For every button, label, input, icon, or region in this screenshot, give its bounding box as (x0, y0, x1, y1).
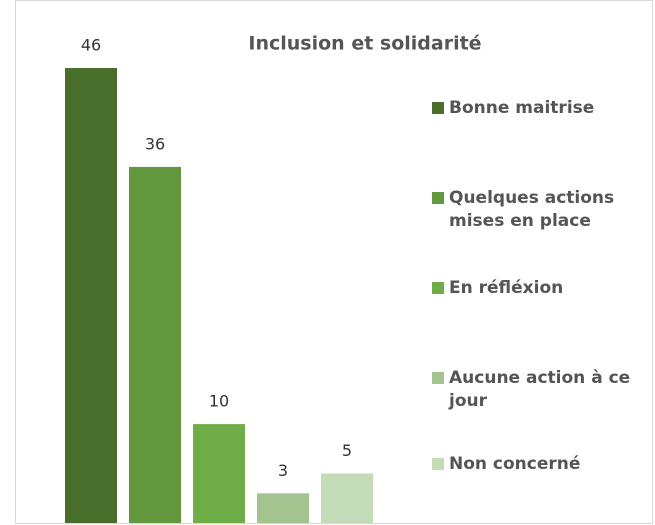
data-label: 3 (278, 461, 288, 480)
data-label: 10 (209, 392, 229, 411)
legend-label: Bonne maitrise (449, 98, 595, 118)
bar (257, 493, 309, 523)
bar (65, 68, 117, 523)
legend-label: Quelques actions mises en place (449, 188, 615, 231)
legend-swatch (432, 192, 444, 204)
legend-swatch (432, 102, 444, 114)
bar (193, 424, 245, 523)
legend-swatch (432, 282, 444, 294)
legend-swatch (432, 372, 444, 384)
legend-item: Quelques actions mises en place (432, 187, 637, 233)
legend-label: Aucune action à ce jour (449, 368, 631, 411)
chart-frame (15, 0, 653, 524)
data-label: 36 (145, 134, 165, 153)
chart-title: Inclusion et solidarité (248, 33, 481, 55)
legend-item: Non concerné (432, 453, 637, 476)
legend-item: Bonne maitrise (432, 97, 637, 120)
legend-item: Aucune action à ce jour (432, 367, 637, 413)
legend-label: En réfléxion (449, 278, 564, 298)
bar (129, 166, 181, 524)
bar (321, 473, 373, 523)
data-label: 46 (81, 36, 101, 55)
legend-swatch (432, 458, 444, 470)
data-label: 5 (342, 441, 352, 460)
legend-label: Non concerné (449, 454, 581, 474)
legend-item: En réfléxion (432, 277, 637, 300)
